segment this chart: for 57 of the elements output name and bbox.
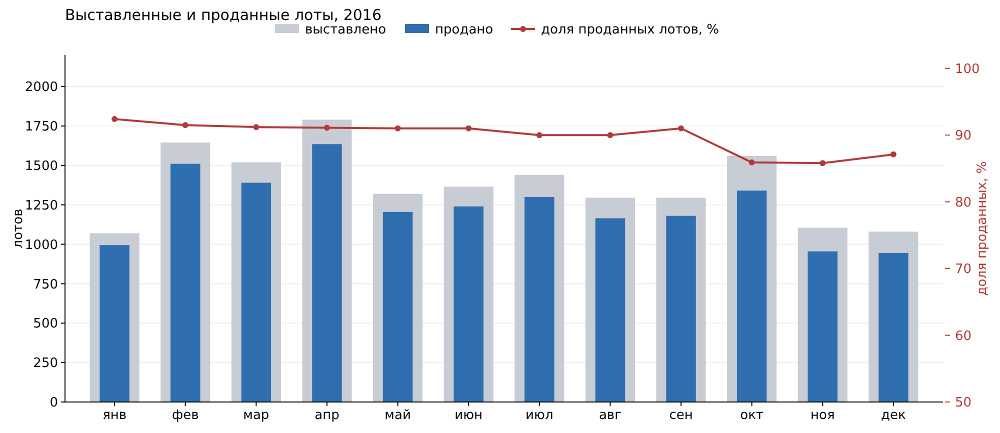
bar <box>736 190 767 402</box>
y-tick-label: 0 <box>50 396 58 411</box>
y2-tick-label: 60 <box>955 328 972 344</box>
x-tick-label: апр <box>314 408 340 423</box>
x-tick-label: дек <box>881 408 906 423</box>
point <box>890 151 896 158</box>
point <box>394 125 401 132</box>
y-tick-label: 1000 <box>24 238 58 253</box>
bar <box>312 144 342 402</box>
y-tick-label: 1250 <box>24 198 58 214</box>
bar <box>808 251 838 402</box>
y-tick-label: 1750 <box>24 120 58 135</box>
legend-label: продано <box>435 22 494 38</box>
y-tick-label: 750 <box>33 277 58 292</box>
point <box>607 132 614 138</box>
y-tick-label: 500 <box>33 316 58 332</box>
point <box>112 116 118 122</box>
point <box>748 159 755 166</box>
x-tick-label: авг <box>598 408 622 423</box>
bar <box>241 182 272 402</box>
y-tick-label: 250 <box>33 356 58 372</box>
legend-label: выставлено <box>305 22 386 38</box>
point <box>182 122 188 128</box>
y2-tick-label: 80 <box>955 195 972 210</box>
point <box>536 132 542 138</box>
point <box>253 124 260 130</box>
y2-tick-label: 70 <box>955 262 972 278</box>
x-tick-label: сен <box>669 408 693 423</box>
bar <box>382 212 413 402</box>
y2-tick-label: 50 <box>955 396 972 411</box>
point <box>678 125 684 132</box>
bar <box>100 245 130 402</box>
bar <box>595 218 626 402</box>
x-tick-label: мар <box>243 408 270 423</box>
x-tick-label: май <box>384 408 411 423</box>
point <box>466 125 472 132</box>
legend-label: доля проданных лотов, % <box>541 22 720 38</box>
bar <box>170 164 200 402</box>
x-tick-label: июн <box>454 408 483 423</box>
y-tick-label: 2000 <box>24 80 58 96</box>
x-tick-label: ноя <box>810 408 835 423</box>
x-tick-label: фев <box>172 408 199 423</box>
bar <box>524 196 554 402</box>
chart-title: Выставленные и проданные лоты, 2016 <box>65 6 382 24</box>
bar <box>878 252 908 402</box>
x-tick-label: июл <box>526 408 554 423</box>
x-tick-label: окт <box>740 408 764 423</box>
y2-axis-title: доля проданных, % <box>975 161 990 296</box>
bar <box>454 206 484 402</box>
y2-tick-label: 100 <box>955 62 980 77</box>
y2-tick-label: 90 <box>955 128 972 144</box>
bar <box>666 216 696 402</box>
y-axis-title: лотов <box>11 208 26 248</box>
point <box>820 160 826 166</box>
x-tick-label: янв <box>102 408 127 423</box>
point <box>324 124 330 131</box>
y-tick-label: 1500 <box>24 158 58 174</box>
